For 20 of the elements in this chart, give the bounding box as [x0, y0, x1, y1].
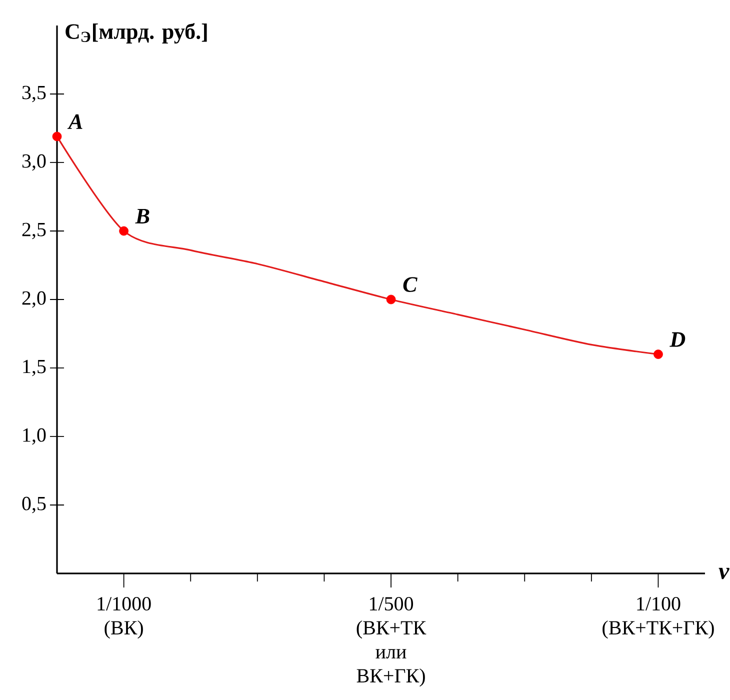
annotation: A: [67, 114, 82, 129]
x-tick-label: 1/1000 (ВК): [98, 597, 151, 639]
x-tick-label: 1/100 (ВК+ТК+ГК): [602, 597, 714, 639]
point: [386, 294, 396, 304]
point: [654, 350, 663, 359]
y-tick-label: 1,0: [23, 428, 46, 445]
text: C$_{Э}$[млрд. руб.]: [66, 23, 207, 44]
y-tick-label: 0,5: [22, 496, 46, 514]
y-tick-label: 2,0: [22, 291, 46, 308]
y-tick-label: 3,5: [22, 86, 46, 102]
x-tick-label: 1/500 (ВК+ТК или ВК+ГК): [356, 597, 426, 687]
annotation: B: [135, 208, 150, 224]
y-tick-label: 1,5: [23, 360, 46, 376]
point: [52, 132, 62, 142]
annotation: C: [403, 277, 418, 292]
y-tick-label: 3,0: [22, 154, 46, 171]
annotation: D: [670, 332, 686, 347]
point: [119, 226, 129, 236]
x-axis-title: v: [718, 568, 730, 580]
y-tick-label: 2,5: [22, 222, 46, 240]
